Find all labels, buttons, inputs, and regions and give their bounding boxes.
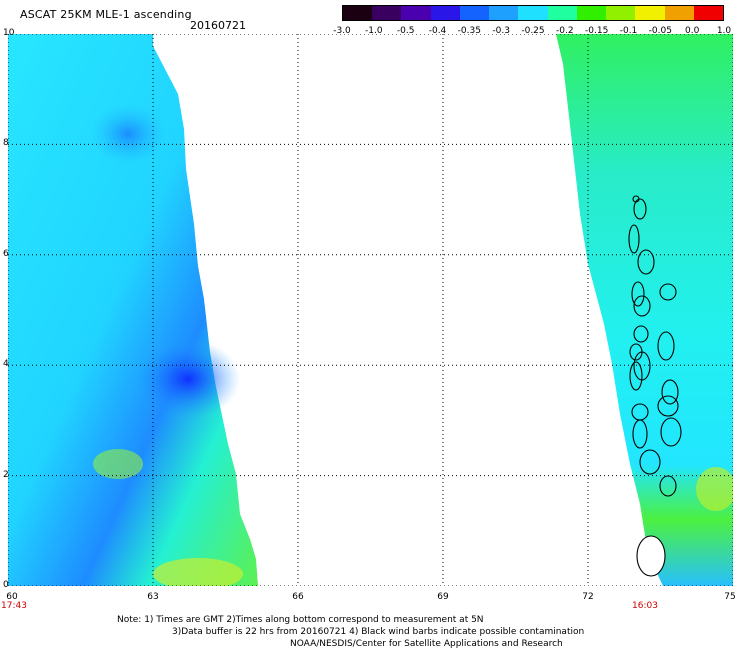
atoll-outline	[637, 249, 655, 275]
colorbar-label: -0.5	[396, 26, 415, 36]
y-tick-label: 6	[3, 248, 9, 259]
atoll-outline	[657, 395, 679, 417]
left-swath-high	[153, 558, 243, 586]
y-tick-label: 2	[3, 469, 9, 480]
atoll-outline	[632, 419, 648, 449]
colorbar-swatch	[372, 6, 402, 20]
x-tick-label: 72	[582, 592, 594, 602]
footer-note-1: Note: 1) Times are GMT 2)Times along bot…	[117, 615, 484, 625]
colorbar-swatch	[635, 6, 665, 20]
colorbar-label: -0.35	[457, 26, 481, 36]
right-swath	[556, 34, 733, 586]
colorbar-swatch	[606, 6, 636, 20]
atoll-outline	[661, 379, 679, 405]
x-tick-label: 69	[437, 592, 449, 602]
y-tick-label: 4	[3, 359, 9, 370]
colorbar-swatch	[693, 6, 724, 20]
colorbar-label: -0.4	[428, 26, 447, 36]
left-swath-low	[136, 339, 240, 419]
colorbar-label: -0.1	[619, 26, 638, 36]
atoll-outline	[631, 281, 645, 307]
y-tick-label: 0	[3, 580, 9, 590]
atoll-outline	[633, 295, 651, 317]
colorbar-swatch	[576, 6, 607, 20]
x-tick-label: 75	[724, 592, 736, 602]
atoll-outline	[629, 361, 643, 391]
atoll-outline	[636, 535, 666, 577]
colorbar-label: -0.05	[648, 26, 672, 36]
colorbar-label: 0.0	[684, 26, 700, 36]
colorbar-label: -0.3	[492, 26, 510, 36]
atoll-outline	[633, 325, 649, 343]
atoll-outline	[628, 224, 640, 254]
colorbar-swatch	[547, 6, 577, 20]
atoll-outline	[657, 331, 675, 361]
atoll-outline	[659, 283, 677, 301]
colorbar-label: -0.15	[585, 26, 609, 36]
y-tick-label: 8	[3, 138, 9, 149]
atoll-outline	[660, 417, 682, 447]
colorbar-label: 1.0	[716, 26, 732, 36]
colorbar-swatch	[518, 6, 548, 20]
colorbar-swatch	[430, 6, 460, 20]
x-tick-label: 66	[292, 592, 304, 602]
colorbar	[342, 5, 724, 21]
colorbar-label: -3.0	[333, 26, 351, 36]
left-swath-high	[93, 449, 143, 479]
colorbar-label: -1.0	[365, 26, 383, 36]
atoll-outline	[633, 198, 647, 220]
footer-note-3: NOAA/NESDIS/Center for Satellite Applica…	[290, 639, 563, 649]
atoll-outline	[639, 449, 661, 475]
left-swath	[8, 34, 258, 586]
colorbar-swatch	[489, 6, 519, 20]
colorbar-swatch	[459, 6, 490, 20]
right-swath-high	[696, 467, 733, 511]
chart-title: ASCAT 25KM MLE-1 ascending	[20, 8, 192, 21]
x-tick-label: 60	[6, 592, 18, 602]
x-tick-label: 63	[147, 592, 159, 602]
colorbar-label: -0.25	[521, 26, 545, 36]
colorbar-swatch	[401, 6, 431, 20]
colorbar-label: -0.2	[556, 26, 574, 36]
colorbar-swatch	[664, 6, 694, 20]
atoll-outline	[659, 475, 677, 497]
footer-note-2: 3)Data buffer is 22 hrs from 20160721 4)…	[172, 627, 585, 637]
colorbar-swatch	[343, 6, 373, 20]
chart-date: 20160721	[190, 19, 246, 32]
map-plot	[8, 34, 733, 586]
left-swath-low	[90, 104, 166, 164]
time-left: 17:43	[1, 601, 27, 611]
y-tick-label: 10	[3, 28, 15, 38]
time-right: 16:03	[632, 601, 658, 611]
